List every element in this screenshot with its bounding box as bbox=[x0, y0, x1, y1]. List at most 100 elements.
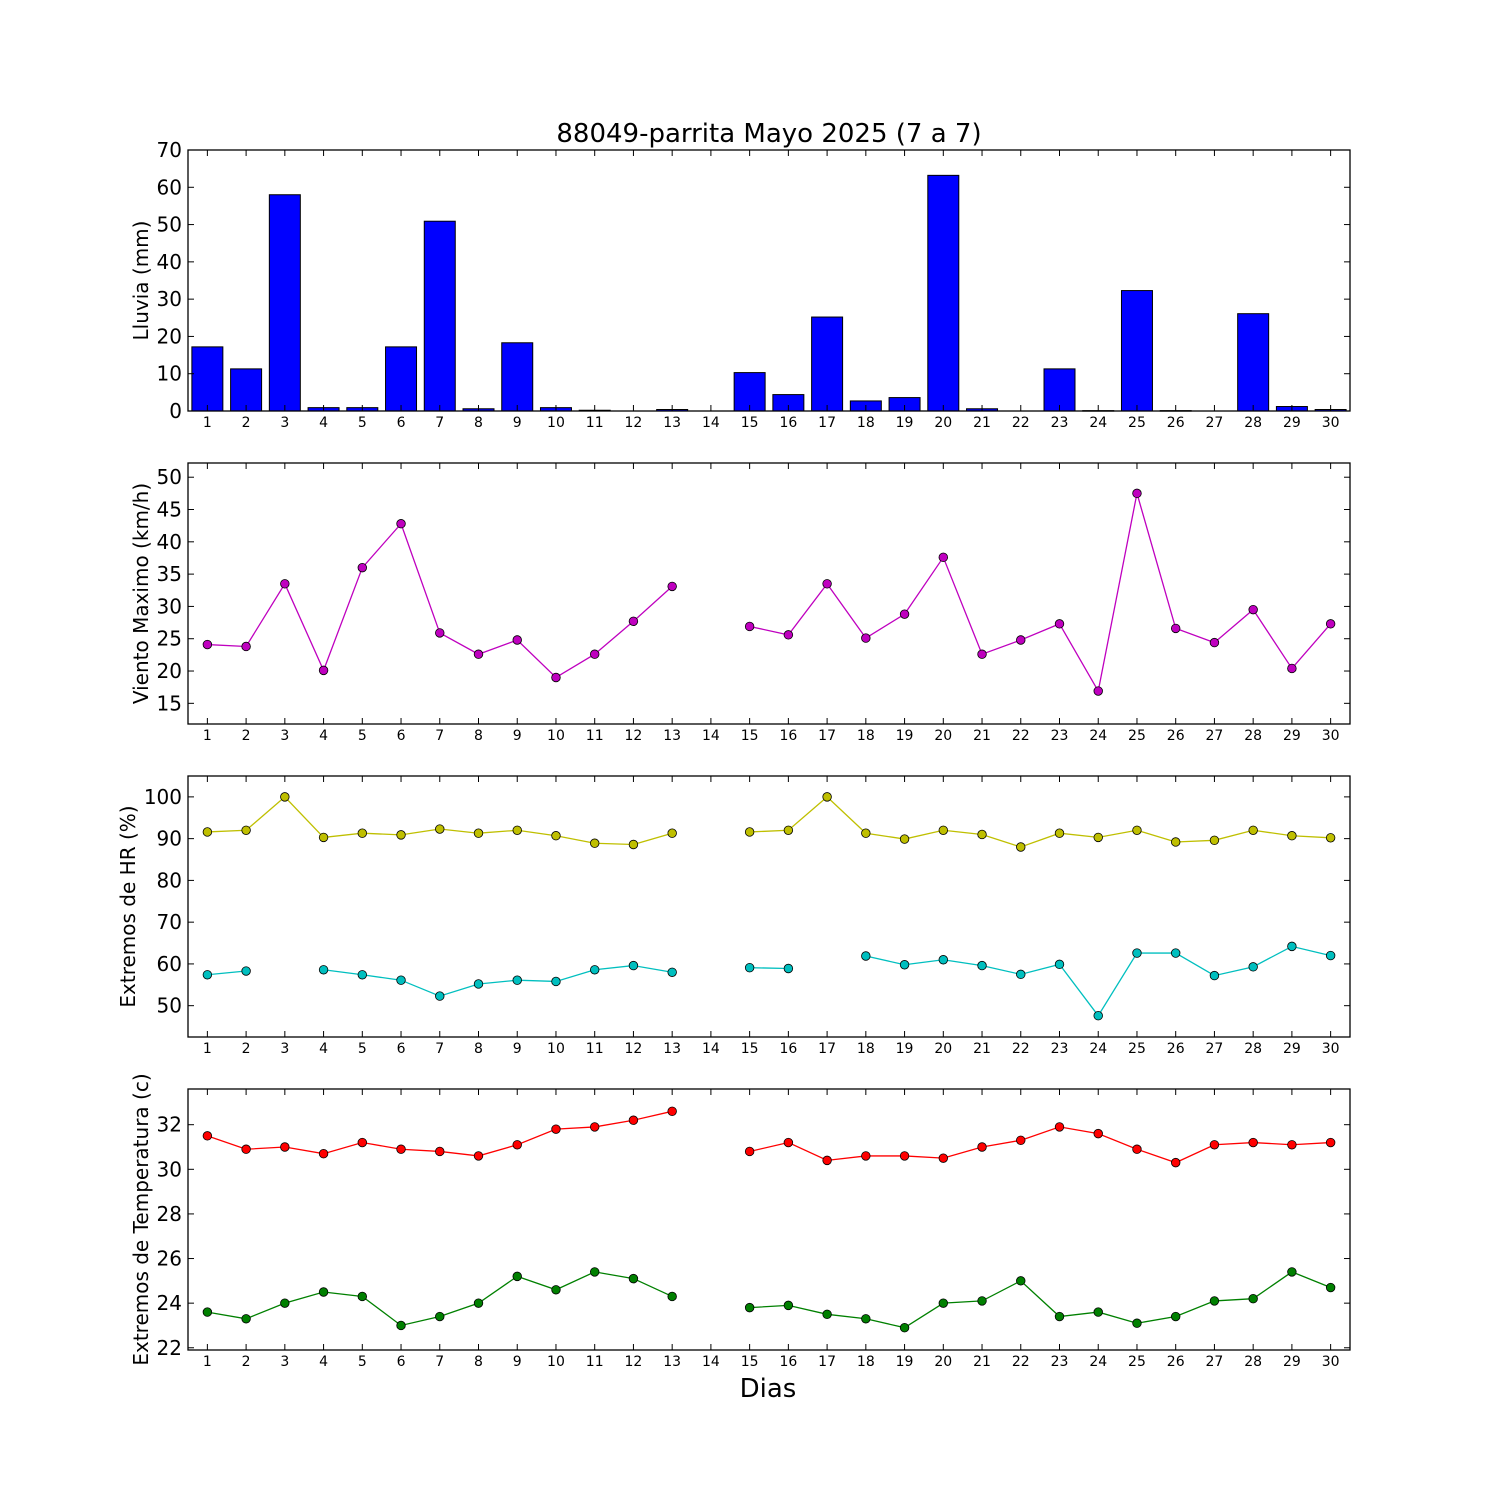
hr-x-tick-label: 27 bbox=[1206, 1041, 1224, 1057]
temp-series-1-point bbox=[396, 1144, 406, 1154]
temp-x-tick-label: 13 bbox=[663, 1354, 681, 1370]
hr-series-2-line bbox=[323, 964, 673, 997]
temp-series-1-point bbox=[1016, 1135, 1026, 1146]
hr-series-2-point bbox=[357, 970, 368, 980]
hr-series-1-point bbox=[938, 825, 949, 835]
wind-x-tick-label: 23 bbox=[1051, 728, 1069, 744]
temp-series-2-point bbox=[1287, 1267, 1297, 1277]
hr-x-tick-label: 13 bbox=[663, 1041, 681, 1057]
hr-x-tick-label: 21 bbox=[973, 1041, 991, 1057]
wind-series-1-point bbox=[435, 628, 445, 638]
temp-series-1-point bbox=[628, 1115, 639, 1125]
wind-y-tick-label: 25 bbox=[157, 627, 182, 651]
wind-x-tick-label: 11 bbox=[586, 728, 604, 744]
hr-x-tick-label: 24 bbox=[1089, 1041, 1107, 1057]
temp-x-tick-label: 8 bbox=[474, 1354, 483, 1370]
temp-series-1-point bbox=[241, 1144, 251, 1154]
chart-title: 88049-parrita Mayo 2025 (7 a 7) bbox=[556, 119, 981, 149]
rain-x-tick-label: 23 bbox=[1051, 415, 1069, 431]
wind-series-1-point bbox=[551, 672, 561, 683]
wind-y-tick-label: 40 bbox=[157, 530, 182, 554]
wind-x-tick-label: 27 bbox=[1206, 728, 1224, 744]
rain-bar bbox=[423, 220, 456, 412]
hr-series-1-point bbox=[1016, 842, 1026, 852]
temp-series-1-point bbox=[1132, 1144, 1142, 1154]
hr-x-tick-label: 1 bbox=[203, 1041, 212, 1057]
temp-plot-frame bbox=[187, 1088, 1351, 1351]
hr-y-tick-label: 100 bbox=[144, 785, 182, 809]
rain-bar bbox=[1120, 290, 1153, 412]
rain-x-tick-label: 8 bbox=[474, 415, 483, 431]
temp-series-1-point bbox=[1170, 1157, 1181, 1168]
temp-series-2-point bbox=[318, 1287, 329, 1297]
rain-x-tick-label: 3 bbox=[280, 415, 289, 431]
rain-x-tick-label: 25 bbox=[1128, 415, 1146, 431]
hr-series-2-point bbox=[1325, 950, 1336, 961]
hr-x-tick-label: 14 bbox=[702, 1041, 720, 1057]
temp-series-1-point bbox=[280, 1142, 290, 1152]
rain-x-tick-label: 21 bbox=[973, 415, 991, 431]
hr-series-2-point bbox=[512, 975, 522, 985]
temp-series-2-point bbox=[551, 1285, 561, 1295]
hr-series-1-point bbox=[1287, 831, 1297, 841]
wind-x-tick-label: 5 bbox=[358, 728, 367, 744]
hr-x-tick-label: 19 bbox=[896, 1041, 914, 1057]
hr-series-2-point bbox=[1132, 948, 1142, 958]
wind-x-tick-label: 29 bbox=[1283, 728, 1301, 744]
temp-x-tick-label: 19 bbox=[896, 1354, 914, 1370]
wind-x-tick-label: 28 bbox=[1244, 728, 1262, 744]
hr-series-1-point bbox=[1054, 828, 1065, 838]
wind-series-1-point bbox=[396, 519, 406, 529]
wind-series-1-point bbox=[1287, 663, 1297, 674]
temp-series-1-point bbox=[744, 1146, 755, 1157]
temp-series-1-point bbox=[1093, 1128, 1103, 1139]
hr-series-2-point bbox=[551, 976, 561, 987]
rain-y-tick-label: 50 bbox=[157, 213, 182, 237]
temp-y-axis-label: Extremos de Temperatura (c) bbox=[129, 1073, 153, 1365]
hr-series-1-point bbox=[241, 825, 251, 835]
temp-series-1-point bbox=[512, 1140, 522, 1150]
wind-y-tick-label: 20 bbox=[157, 659, 182, 683]
hr-series-1-point bbox=[202, 827, 213, 837]
wind-x-tick-label: 3 bbox=[280, 728, 289, 744]
wind-series-1-line bbox=[749, 493, 1332, 693]
hr-series-1-point bbox=[1248, 825, 1258, 835]
hr-y-tick-label: 60 bbox=[157, 952, 182, 976]
wind-series-1-point bbox=[1132, 488, 1142, 499]
wind-x-tick-label: 13 bbox=[663, 728, 681, 744]
hr-series-1-point bbox=[1170, 837, 1181, 847]
temp-x-tick-label: 1 bbox=[203, 1354, 212, 1370]
rain-x-tick-label: 1 bbox=[203, 415, 212, 431]
hr-series-1-point bbox=[280, 792, 290, 802]
temp-x-tick-label: 27 bbox=[1206, 1354, 1224, 1370]
wind-plot-frame bbox=[187, 462, 1351, 725]
temp-series-1-point bbox=[435, 1146, 445, 1157]
temp-series-2-point bbox=[1170, 1311, 1181, 1322]
temp-series-2-point bbox=[396, 1320, 406, 1331]
hr-series-2-point bbox=[1287, 941, 1297, 952]
temp-x-tick-label: 21 bbox=[973, 1354, 991, 1370]
hr-series-1-point bbox=[822, 792, 832, 802]
hr-series-1-point bbox=[396, 830, 406, 840]
wind-x-tick-label: 16 bbox=[779, 728, 797, 744]
hr-series-1-point bbox=[899, 834, 910, 844]
rain-x-tick-label: 13 bbox=[663, 415, 681, 431]
temp-series-1-point bbox=[899, 1151, 910, 1161]
temp-series-2-point bbox=[280, 1298, 290, 1308]
hr-x-tick-label: 8 bbox=[474, 1041, 483, 1057]
rain-x-tick-label: 22 bbox=[1012, 415, 1030, 431]
temp-x-tick-label: 17 bbox=[818, 1354, 836, 1370]
wind-series-1-point bbox=[318, 665, 329, 676]
hr-y-tick-label: 70 bbox=[157, 910, 182, 934]
wind-series-1-point bbox=[202, 639, 213, 650]
hr-x-tick-label: 5 bbox=[358, 1041, 367, 1057]
temp-series-2-point bbox=[1209, 1296, 1220, 1306]
temp-x-tick-label: 30 bbox=[1322, 1354, 1340, 1370]
hr-series-2-point bbox=[1209, 970, 1220, 981]
temp-series-2-point bbox=[1248, 1293, 1258, 1304]
hr-x-tick-label: 15 bbox=[741, 1041, 759, 1057]
temp-series-2-point bbox=[1093, 1307, 1103, 1317]
temp-series-1-point bbox=[590, 1122, 600, 1132]
wind-series-1-point bbox=[1054, 619, 1065, 629]
wind-series-1-point bbox=[280, 579, 290, 589]
